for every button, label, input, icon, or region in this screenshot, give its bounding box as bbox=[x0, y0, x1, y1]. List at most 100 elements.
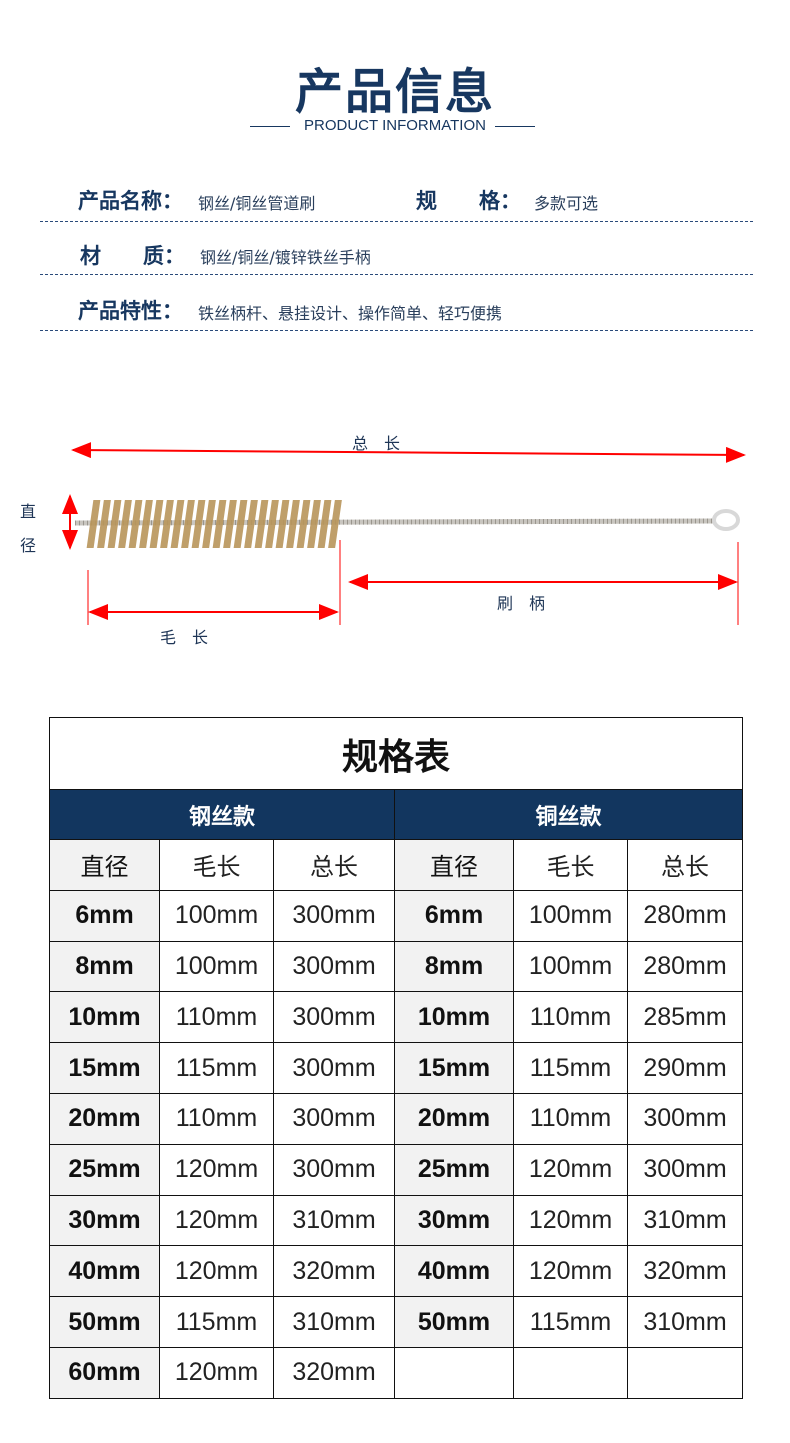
table-cell: 115mm bbox=[159, 1296, 274, 1348]
table-cell bbox=[627, 1346, 743, 1399]
bristle-tuft bbox=[97, 500, 111, 548]
bristle-tuft bbox=[275, 500, 290, 548]
bristle-length-label: 毛 长 bbox=[160, 628, 209, 647]
bristle-tuft bbox=[307, 500, 321, 548]
table-cell: 320mm bbox=[273, 1245, 395, 1298]
table-cell: 280mm bbox=[627, 889, 743, 942]
table-cell: 10mm bbox=[49, 991, 160, 1044]
info-value-name: 钢丝/铜丝管道刷 bbox=[198, 194, 316, 213]
info-label-material: 材 质： bbox=[80, 244, 185, 268]
brush-diagram bbox=[62, 442, 746, 625]
diameter-label-1: 直 bbox=[20, 502, 37, 521]
table-row: 15mm 115mm 300mm 15mm 115mm 290mm bbox=[49, 1042, 743, 1094]
table-cell: 30mm bbox=[394, 1194, 514, 1247]
table-cell: 6mm bbox=[394, 889, 514, 942]
bristle-tuft bbox=[107, 500, 122, 548]
table-cell: 15mm bbox=[394, 1042, 514, 1094]
table-cell: 100mm bbox=[159, 889, 274, 942]
bristle-tuft bbox=[265, 500, 279, 548]
table-row: 20mm 110mm 300mm 20mm 110mm 300mm bbox=[49, 1092, 743, 1145]
table-cell: 300mm bbox=[273, 1092, 395, 1145]
table-row: 25mm 120mm 300mm 25mm 120mm 300mm bbox=[49, 1143, 743, 1196]
table-row: 60mm 120mm 320mm bbox=[49, 1346, 743, 1399]
table-row: 40mm 120mm 320mm 40mm 120mm 320mm bbox=[49, 1245, 743, 1298]
table-cell: 120mm bbox=[513, 1194, 628, 1247]
table-cell: 300mm bbox=[273, 991, 395, 1044]
table-title: 规格表 bbox=[49, 717, 743, 790]
table-cell: 300mm bbox=[273, 940, 395, 993]
table-cell: 320mm bbox=[627, 1245, 743, 1298]
bristle-tuft bbox=[128, 500, 143, 548]
column-header: 直径 bbox=[49, 839, 160, 891]
table-cell bbox=[513, 1346, 628, 1399]
table-cell: 120mm bbox=[513, 1245, 628, 1298]
table-cell: 300mm bbox=[273, 889, 395, 942]
table-cell: 8mm bbox=[394, 940, 514, 993]
table-cell: 115mm bbox=[513, 1042, 628, 1094]
table-cell: 30mm bbox=[49, 1194, 160, 1247]
bristle-tuft bbox=[139, 500, 153, 548]
table-cell: 300mm bbox=[627, 1092, 743, 1145]
bristle-tuft bbox=[286, 500, 300, 548]
table-cell: 40mm bbox=[49, 1245, 160, 1298]
table-cell: 310mm bbox=[273, 1296, 395, 1348]
bristle-tuft bbox=[223, 500, 237, 548]
table-cell: 110mm bbox=[513, 1092, 628, 1145]
table-cell: 100mm bbox=[159, 940, 274, 993]
table-cell: 50mm bbox=[394, 1296, 514, 1348]
group-copper: 铜丝款 bbox=[394, 789, 743, 840]
bristle-tuft bbox=[317, 500, 332, 548]
table-cell: 285mm bbox=[627, 991, 743, 1044]
table-cell: 320mm bbox=[273, 1346, 395, 1399]
table-cell: 6mm bbox=[49, 889, 160, 942]
table-cell: 20mm bbox=[394, 1092, 514, 1145]
hang-loop bbox=[712, 509, 740, 531]
table-row: 6mm 100mm 300mm 6mm 100mm 280mm bbox=[49, 889, 743, 942]
table-row: 50mm 115mm 310mm 50mm 115mm 310mm bbox=[49, 1296, 743, 1348]
table-cell: 110mm bbox=[159, 991, 274, 1044]
table-cell: 115mm bbox=[513, 1296, 628, 1348]
bristle-tuft bbox=[296, 500, 311, 548]
column-header: 毛长 bbox=[513, 839, 628, 891]
table-row: 8mm 100mm 300mm 8mm 100mm 280mm bbox=[49, 940, 743, 993]
table-cell: 8mm bbox=[49, 940, 160, 993]
table-cell: 40mm bbox=[394, 1245, 514, 1298]
table-cell: 115mm bbox=[159, 1042, 274, 1094]
info-value-features: 铁丝柄杆、悬挂设计、操作简单、轻巧便携 bbox=[198, 304, 503, 323]
bristle-tuft bbox=[212, 500, 227, 548]
table-cell: 120mm bbox=[159, 1194, 274, 1247]
info-value-spec: 多款可选 bbox=[534, 194, 599, 213]
bristle-tuft bbox=[328, 500, 342, 548]
table-cell bbox=[394, 1346, 514, 1399]
info-value-material: 钢丝/铜丝/镀锌铁丝手柄 bbox=[200, 248, 371, 267]
brush-bristles bbox=[86, 500, 342, 548]
column-header: 总长 bbox=[273, 839, 395, 891]
table-cell: 120mm bbox=[513, 1143, 628, 1196]
table-cell: 120mm bbox=[159, 1346, 274, 1399]
total-length-label: 总 长 bbox=[352, 434, 401, 453]
bristle-tuft bbox=[254, 500, 269, 548]
bristle-tuft bbox=[181, 500, 195, 548]
divider bbox=[40, 330, 753, 331]
table-cell: 50mm bbox=[49, 1296, 160, 1348]
handle-label: 刷 柄 bbox=[497, 594, 546, 613]
total-length-arrow bbox=[71, 442, 746, 463]
spec-table: 规格表 钢丝款 铜丝款 直径 毛长 总长 直径 毛长 总长 6mm 100mm 300mm 6m… bbox=[49, 717, 743, 1399]
table-cell: 15mm bbox=[49, 1042, 160, 1094]
bristle-tuft bbox=[202, 500, 216, 548]
bristle-tuft bbox=[233, 500, 248, 548]
table-cell: 60mm bbox=[49, 1346, 160, 1399]
bristle-tuft bbox=[118, 500, 132, 548]
table-cell: 310mm bbox=[627, 1194, 743, 1247]
diameter-label-2: 径 bbox=[20, 536, 37, 555]
column-header: 直径 bbox=[394, 839, 514, 891]
table-cell: 10mm bbox=[394, 991, 514, 1044]
table-cell: 300mm bbox=[273, 1143, 395, 1196]
table-cell: 310mm bbox=[627, 1296, 743, 1348]
table-cell: 310mm bbox=[273, 1194, 395, 1247]
table-cell: 300mm bbox=[273, 1042, 395, 1094]
table-row: 10mm 110mm 300mm 10mm 110mm 285mm bbox=[49, 991, 743, 1044]
page-title: 产品信息 bbox=[294, 64, 495, 120]
table-cell: 100mm bbox=[513, 889, 628, 942]
table-cell: 25mm bbox=[394, 1143, 514, 1196]
